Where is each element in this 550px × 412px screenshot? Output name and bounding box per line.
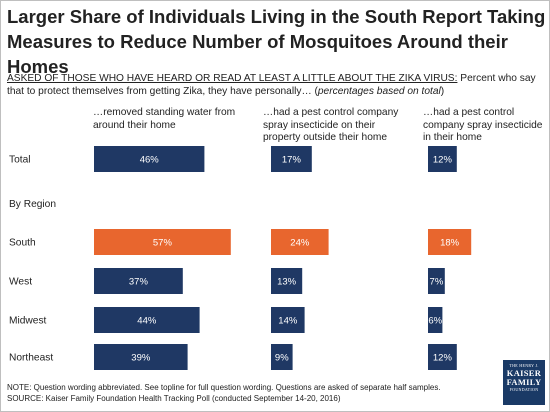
panel-header-2: …had a pest control company spray insect… [263,107,399,143]
subtitle-end: ) [440,86,445,97]
panel-header-3: …had a pest control company spray insect… [423,107,543,143]
chart-note: NOTE: Question wording abbreviated. See … [7,383,441,392]
bar-total-panel-3 [428,146,457,172]
group-label: By Region [9,199,56,210]
bar-northeast-panel-2 [271,344,293,370]
row-label-northeast: Northeast [9,353,53,364]
bar-west-panel-1 [94,268,183,294]
data-label-west-panel-2: 13% [277,277,297,288]
row-label-total: Total [9,155,31,166]
bar-total-panel-1 [94,146,205,172]
chart-subtitle: ASKED OF THOSE WHO HAVE HEARD OR READ AT… [7,72,547,98]
kff-logo: THE HENRY J. KAISER FAMILY FOUNDATION [503,360,545,405]
data-label-south-panel-1: 57% [153,238,173,249]
bar-midwest-panel-3 [428,307,443,333]
data-label-northeast-panel-1: 39% [131,353,151,364]
data-label-south-panel-3: 18% [440,238,460,249]
bar-south-panel-1 [94,229,231,255]
bar-northeast-panel-1 [94,344,188,370]
bar-midwest-panel-1 [94,307,200,333]
data-label-northeast-panel-2: 9% [275,353,289,364]
chart-title: Larger Share of Individuals Living in th… [7,6,546,77]
row-label-south: South [9,238,36,249]
data-label-total-panel-3: 12% [433,155,453,166]
bar-west-panel-3 [428,268,445,294]
data-label-midwest-panel-2: 14% [278,316,298,327]
logo-line-4: FOUNDATION [509,387,539,392]
subtitle-italic: percentages based on total [317,86,441,97]
row-label-midwest: Midwest [9,316,47,327]
data-label-south-panel-2: 24% [290,238,310,249]
data-label-total-panel-1: 46% [140,155,160,166]
row-label-west: West [9,277,32,288]
logo-line-1: THE HENRY J. [509,363,539,368]
subtitle-underlined: ASKED OF THOSE WHO HAVE HEARD OR READ AT… [7,73,458,84]
chart-source: SOURCE: Kaiser Family Foundation Health … [7,394,341,403]
panel-header-1: …removed standing water from around thei… [93,107,236,131]
subtitle-text: Percent who say that to protect themselv… [7,73,536,97]
logo-line-3: FAMILY [506,377,542,387]
logo-line-2: KAISER [506,368,542,378]
data-label-total-panel-2: 17% [282,155,302,166]
bar-south-panel-3 [428,229,472,255]
bar-west-panel-2 [271,268,303,294]
data-label-northeast-panel-3: 12% [433,353,453,364]
bar-midwest-panel-2 [271,307,305,333]
data-label-west-panel-1: 37% [129,277,149,288]
bar-northeast-panel-3 [428,344,457,370]
data-label-midwest-panel-3: 6% [428,316,442,327]
bar-south-panel-2 [271,229,329,255]
data-label-west-panel-3: 7% [430,277,444,288]
bar-total-panel-2 [271,146,312,172]
data-label-midwest-panel-1: 44% [137,316,157,327]
